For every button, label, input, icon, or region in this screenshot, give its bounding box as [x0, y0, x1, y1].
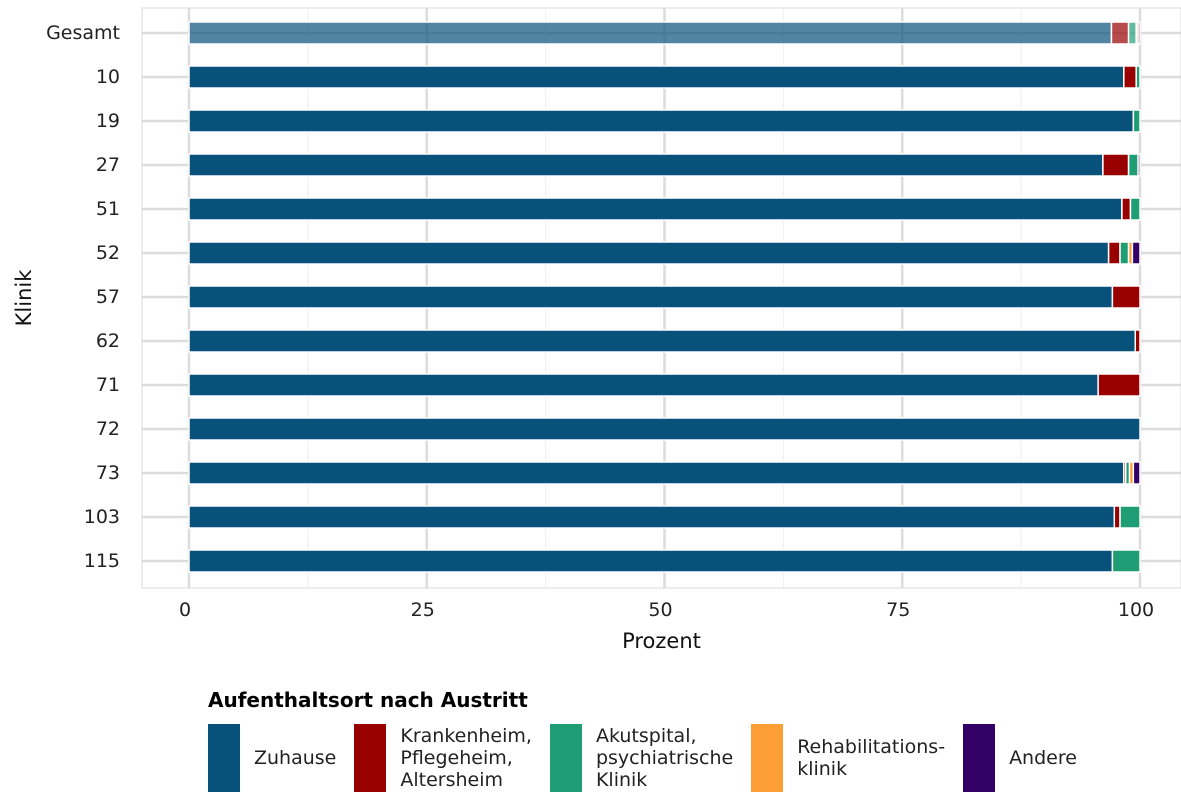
bar-segment [1111, 285, 1141, 309]
bar-segment [1123, 65, 1137, 89]
bar-segment [1132, 461, 1141, 485]
bar-segment [1110, 21, 1130, 45]
bar-segment [1111, 549, 1141, 573]
bar-segment [1129, 197, 1141, 221]
legend-item: Zuhause [208, 724, 336, 792]
bar-segment [1127, 153, 1139, 177]
bar-segment [1113, 505, 1121, 529]
legend-label: Akutspital, psychiatrische Klinik [595, 725, 734, 791]
bar-segment [188, 197, 1123, 221]
bar-segment [188, 109, 1135, 133]
bar-segment [188, 241, 1110, 265]
y-tick-label: 10 [96, 66, 120, 88]
bar-segment [1121, 197, 1132, 221]
legend-title: Aufenthaltsort nach Austritt [208, 688, 528, 712]
legend-label: Rehabilitations- klinik [797, 736, 946, 780]
bar-segment [188, 417, 1141, 441]
legend-swatch [751, 724, 784, 792]
legend-label: Krankenheim, Pflegeheim, Altersheim [400, 725, 532, 791]
bar-segment [1119, 241, 1130, 265]
x-tick-label: 25 [411, 599, 435, 621]
x-tick-labels: 0 25 50 75 100 [179, 599, 1154, 621]
bar-segment [1127, 21, 1137, 45]
y-tick-label: 51 [96, 198, 120, 220]
y-tick-label: 72 [96, 418, 120, 440]
bar-segment [1102, 153, 1130, 177]
y-tick-label: 115 [84, 550, 120, 572]
bar-segment [1134, 329, 1141, 353]
bar-segment [188, 373, 1099, 397]
y-axis-title: Klinik [12, 269, 36, 327]
y-tick-label: 52 [96, 242, 120, 264]
y-tick-label: 103 [84, 506, 120, 528]
legend-item: Akutspital, psychiatrische Klinik [549, 724, 734, 792]
x-tick-label: 75 [886, 599, 910, 621]
bar-segment [1119, 505, 1141, 529]
legend-swatch [208, 724, 240, 792]
bar-segment [188, 21, 1113, 45]
y-tick-label: 71 [96, 374, 120, 396]
bar-segment [188, 549, 1114, 573]
legend-label: Andere [1009, 747, 1077, 769]
x-axis-title: Prozent [622, 629, 701, 653]
bar-segment [188, 461, 1125, 485]
bar-segment [188, 505, 1116, 529]
x-tick-label: 0 [179, 599, 191, 621]
bar-segment [1097, 373, 1141, 397]
x-tick-label: 100 [1118, 599, 1154, 621]
legend-swatch [549, 724, 582, 792]
legend-item: Rehabilitations- klinik [751, 724, 945, 792]
bar-layer [188, 21, 1141, 573]
y-tick-label: 27 [96, 154, 120, 176]
bar-segment [1137, 21, 1141, 45]
legend-swatch [963, 724, 996, 792]
y-tick-label: 57 [96, 286, 120, 308]
stacked-bar-chart: Gesamt 10 19 27 51 52 57 62 71 72 73 103 115 0 25 50 75… [12, 7, 1181, 653]
x-tick-label: 50 [648, 599, 672, 621]
bar-segment [1107, 241, 1121, 265]
y-tick-labels: Gesamt 10 19 27 51 52 57 62 71 72 73 103 115 [46, 22, 120, 572]
bar-segment [1135, 65, 1141, 89]
y-tick-label: 73 [96, 462, 120, 484]
bar-segment [188, 329, 1136, 353]
bar-segment [188, 153, 1104, 177]
y-tick-label: 19 [96, 110, 120, 132]
y-tick-label: 62 [96, 330, 120, 352]
legend: Aufenthaltsort nach Austritt Zuhause Kran… [208, 688, 1168, 792]
legend-items: Zuhause Krankenheim, Pflegeheim, Altershe… [208, 724, 1168, 792]
bar-segment [1137, 153, 1141, 177]
legend-item: Krankenheim, Pflegeheim, Altersheim [354, 724, 532, 792]
y-tick-label: Gesamt [46, 22, 120, 44]
legend-item: Andere [963, 724, 1077, 792]
bar-segment [1131, 241, 1141, 265]
legend-swatch [354, 724, 387, 792]
bar-segment [188, 285, 1114, 309]
bar-segment [1132, 109, 1141, 133]
bar-segment [188, 65, 1125, 89]
legend-label: Zuhause [254, 747, 337, 769]
